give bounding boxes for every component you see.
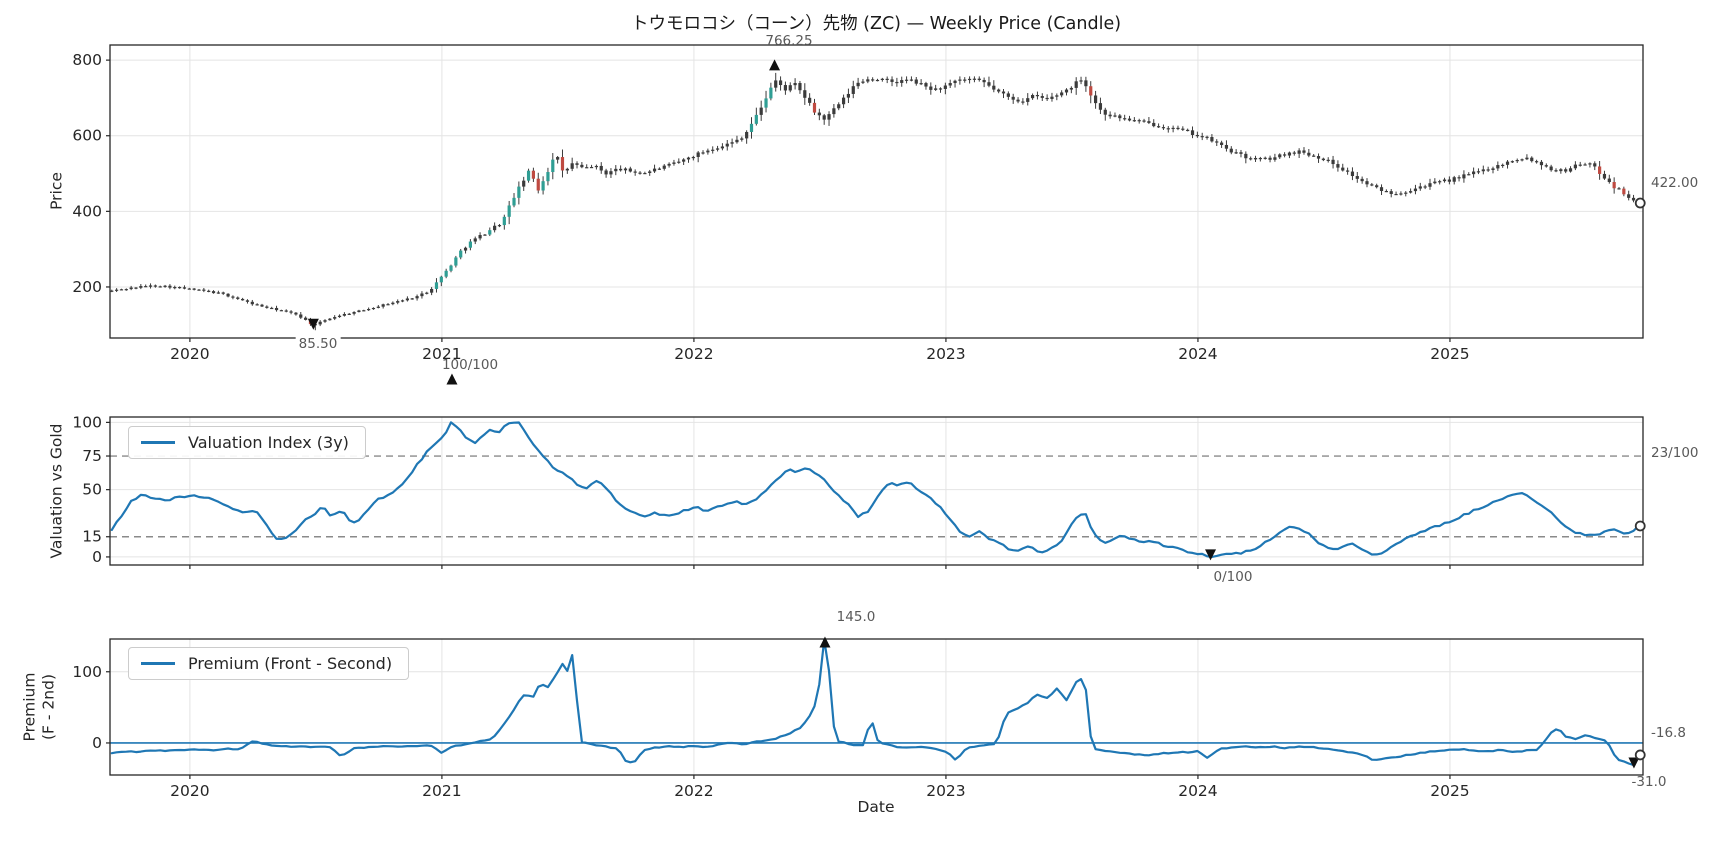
x-tick-label: 2022 <box>674 782 713 800</box>
y-tick-label: 100 <box>72 413 102 431</box>
premium-legend-label: Premium (Front - Second) <box>188 654 393 673</box>
chart-title: トウモロコシ（コーン）先物 (ZC) — Weekly Price (Candl… <box>630 14 1122 34</box>
x-tick-label: 2021 <box>422 345 461 363</box>
panel-1 <box>110 417 1643 565</box>
candle-series <box>110 72 1640 331</box>
x-tick-label: 2020 <box>170 782 209 800</box>
annotation-premium-max: 145.0 <box>836 609 876 625</box>
y-tick-label: 50 <box>82 481 102 499</box>
premium-legend-line-swatch <box>141 662 175 665</box>
annotation-price-max: 766.25 <box>765 33 813 49</box>
x-tick-label: 2024 <box>1178 782 1217 800</box>
annotation-price-last: 422.00 <box>1651 175 1699 191</box>
axes-2: 0 100 2020 2021 2022 2023 2024 2025 <box>72 638 1644 800</box>
x-tick-label: 2024 <box>1178 345 1217 363</box>
axes-0: 200 400 600 800 2020 2021 2022 2023 2024 2025 <box>72 44 1644 363</box>
y-tick-label: 600 <box>72 127 102 145</box>
y-tick-label: 200 <box>72 278 102 296</box>
price-axis-label: Price <box>47 172 66 210</box>
x-tick-label: 2025 <box>1430 345 1469 363</box>
premium-axis-label: Premium (F - 2nd) <box>20 672 57 742</box>
panel-0 <box>110 45 1643 338</box>
annotation-markers <box>307 59 1646 769</box>
y-tick-label: 75 <box>82 447 102 465</box>
annotation-valuation-min: 0/100 <box>1213 569 1253 585</box>
x-tick-label: 2023 <box>926 782 965 800</box>
valuation-legend: Valuation Index (3y) <box>128 426 366 459</box>
x-tick-label: 2020 <box>170 345 209 363</box>
y-tick-label: 15 <box>82 528 102 546</box>
x-tick-label: 2022 <box>674 345 713 363</box>
date-axis-label: Date <box>857 798 895 816</box>
x-tick-label: 2023 <box>926 345 965 363</box>
x-tick-label: 2025 <box>1430 782 1469 800</box>
y-tick-label: 0 <box>92 734 102 752</box>
annotation-premium-min: -31.0 <box>1631 774 1667 790</box>
annotation-valuation-last: 23/100 <box>1651 445 1699 461</box>
line-series-2 <box>110 639 1640 767</box>
line-series-1 <box>110 421 1640 558</box>
valuation-axis-label: Valuation vs Gold <box>47 423 66 559</box>
y-tick-label: 800 <box>72 51 102 69</box>
valuation-legend-label: Valuation Index (3y) <box>188 433 349 452</box>
annotation-valuation-max: 100/100 <box>441 357 499 373</box>
annotation-premium-last: -16.8 <box>1651 725 1686 741</box>
valuation-legend-line-swatch <box>141 441 175 444</box>
axes-1: 0 15 50 75 100 <box>72 413 1644 569</box>
annotation-price-min: 85.50 <box>295 337 341 352</box>
premium-legend: Premium (Front - Second) <box>128 647 410 680</box>
y-tick-label: 0 <box>92 548 102 566</box>
y-tick-label: 400 <box>72 202 102 220</box>
y-tick-label: 100 <box>72 663 102 681</box>
x-tick-label: 2021 <box>422 782 461 800</box>
